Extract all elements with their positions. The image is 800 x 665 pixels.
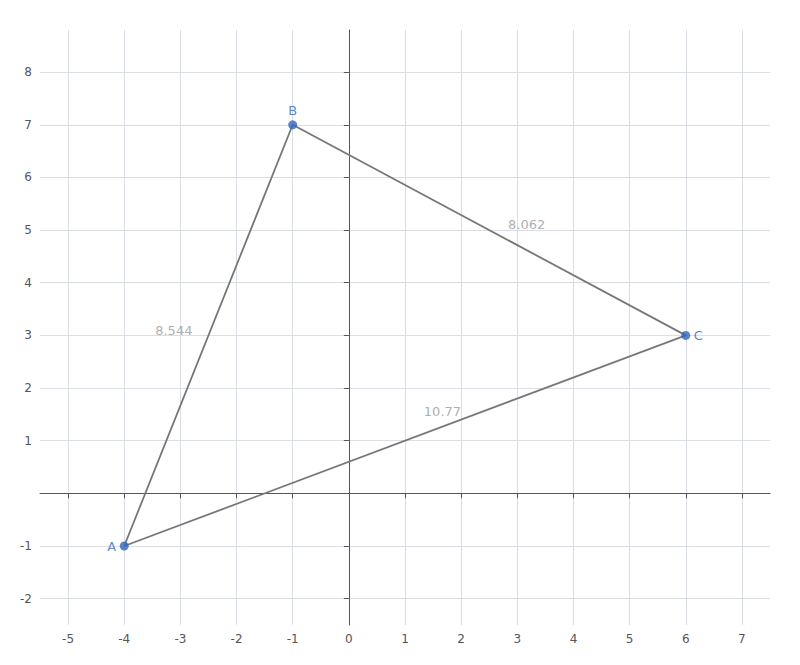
svg-text:1: 1: [401, 632, 409, 646]
svg-text:-2: -2: [20, 592, 32, 606]
svg-text:1: 1: [24, 434, 32, 448]
svg-text:3: 3: [24, 328, 32, 342]
svg-text:8.062: 8.062: [508, 217, 545, 232]
svg-text:5: 5: [626, 632, 634, 646]
svg-text:2: 2: [24, 381, 32, 395]
svg-text:8: 8: [24, 65, 32, 79]
svg-text:2: 2: [457, 632, 465, 646]
svg-text:-4: -4: [118, 632, 130, 646]
svg-text:-1: -1: [287, 632, 299, 646]
svg-text:10.77: 10.77: [424, 404, 461, 419]
svg-text:A: A: [107, 539, 116, 554]
svg-text:5: 5: [24, 223, 32, 237]
svg-text:0: 0: [345, 632, 353, 646]
svg-text:-3: -3: [174, 632, 186, 646]
svg-text:-1: -1: [20, 539, 32, 553]
svg-text:7: 7: [24, 118, 32, 132]
svg-text:4: 4: [24, 276, 32, 290]
svg-text:6: 6: [24, 170, 32, 184]
svg-text:7: 7: [738, 632, 746, 646]
svg-text:6: 6: [682, 632, 690, 646]
svg-text:C: C: [694, 328, 703, 343]
svg-text:-5: -5: [62, 632, 74, 646]
svg-text:-2: -2: [231, 632, 243, 646]
svg-text:B: B: [288, 103, 297, 118]
svg-text:3: 3: [513, 632, 521, 646]
svg-text:4: 4: [570, 632, 578, 646]
svg-text:8.544: 8.544: [155, 323, 192, 338]
